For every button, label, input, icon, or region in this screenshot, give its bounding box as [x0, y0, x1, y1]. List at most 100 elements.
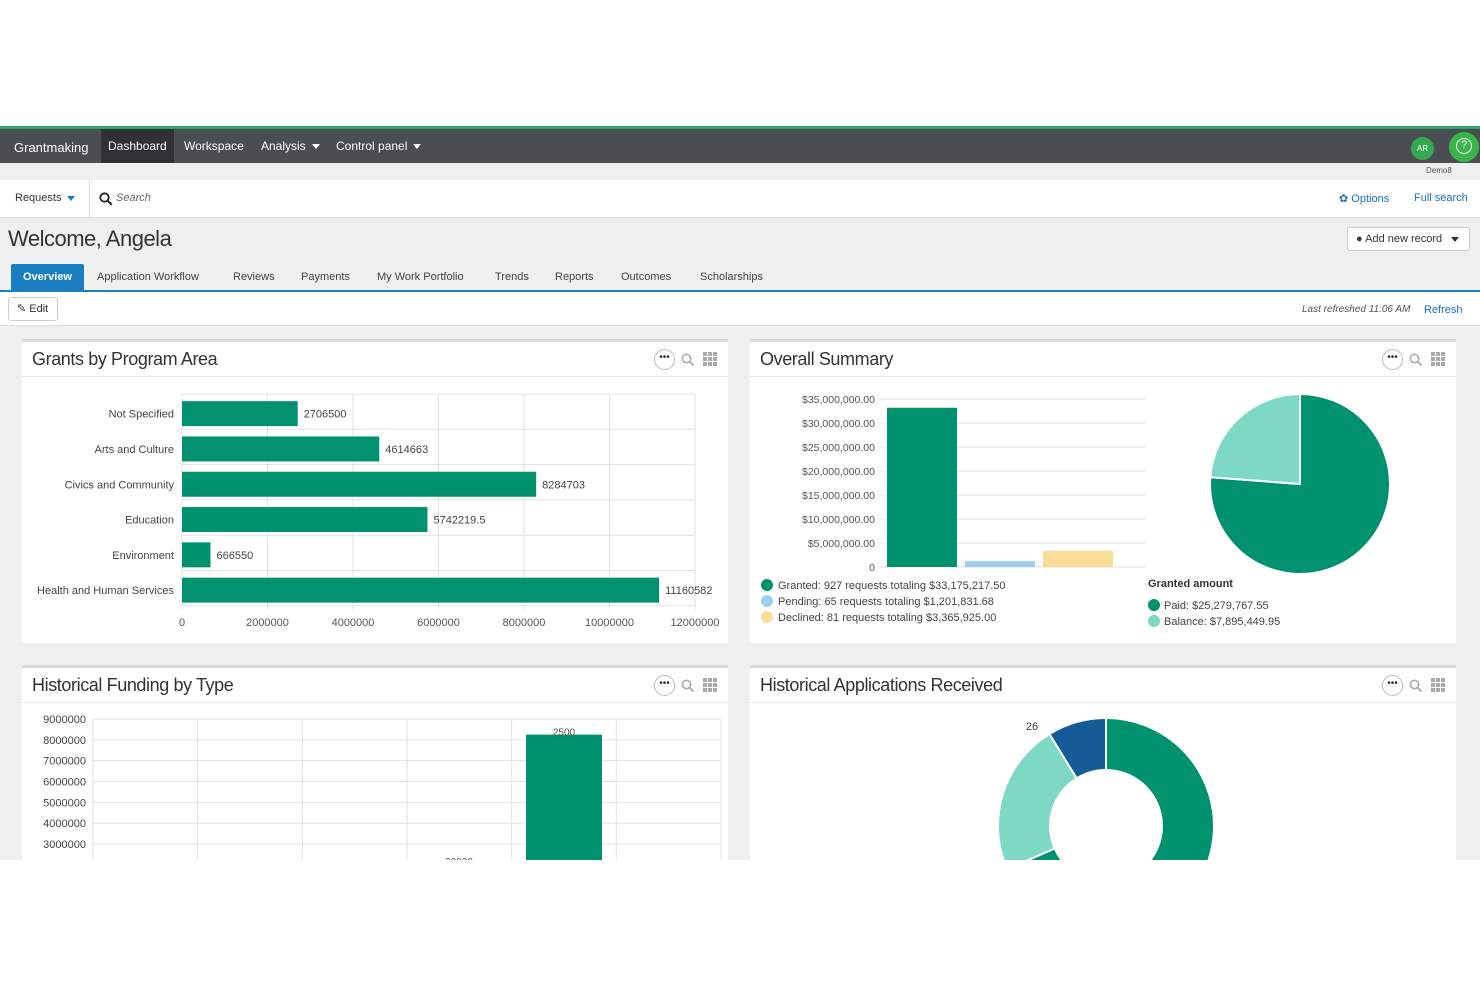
donut-slice [1025, 716, 1215, 860]
legend-label: Paid: $25,279,767.55 [1164, 600, 1269, 612]
zoom-icon[interactable] [1409, 353, 1423, 367]
chevron-down-icon [67, 195, 76, 201]
panel-overall-summary: Overall Summary ••• 0 $5,000,000.00 $10,00… [750, 339, 1456, 643]
tab-reports[interactable]: Reports [555, 271, 594, 283]
help-button[interactable]: ? [1449, 132, 1479, 162]
app-window: Grantmaking Dashboard Workspace Analysis… [0, 126, 1480, 860]
add-new-record-label: Add new record [1365, 233, 1443, 245]
y-tick-label: $35,000,000.00 [802, 394, 875, 406]
data-label: 11160582 [665, 585, 712, 597]
brand-label[interactable]: Grantmaking [14, 140, 89, 155]
pie-slice [1209, 392, 1301, 486]
nav-analysis[interactable]: Analysis [254, 129, 327, 163]
x-tick-label: 4000000 [332, 617, 375, 629]
panel-title: Historical Funding by Type [32, 675, 234, 695]
search-input[interactable]: Search [116, 192, 151, 204]
panel-historical-funding-by-type: Historical Funding by Type ••• 3000000 40… [22, 665, 728, 860]
data-label: 26 [1026, 721, 1038, 733]
y-tick-label: 8000000 [43, 735, 86, 747]
dashboard-toolbar: ✎ Edit Last refreshed 11:06 AM Refresh [0, 292, 1480, 326]
top-navigation-bar: Grantmaking Dashboard Workspace Analysis… [0, 126, 1480, 163]
tab-scholarships[interactable]: Scholarships [700, 271, 763, 283]
y-tick-label: $10,000,000.00 [802, 514, 875, 526]
chevron-down-icon [413, 144, 422, 150]
y-category-label: Not Specified [109, 409, 174, 421]
add-new-record-button[interactable]: ● Add new record [1347, 227, 1470, 251]
panel-historical-applications-received: Historical Applications Received ••• 26 [750, 665, 1456, 860]
bar [887, 407, 957, 567]
data-label: 30000 [445, 857, 473, 860]
grants-bar-chart: 0 2000000 4000000 6000000 8000000 10000000 120… [37, 393, 720, 629]
page-title: Welcome, Angela [8, 226, 172, 251]
bar [182, 542, 211, 568]
zoom-icon[interactable] [681, 679, 695, 693]
bar [182, 401, 298, 427]
historical-applications-donut: 26 [997, 716, 1215, 860]
y-tick-label: 4000000 [43, 818, 86, 830]
tab-outcomes[interactable]: Outcomes [621, 271, 672, 283]
legend-swatch [1148, 615, 1160, 627]
grid-icon[interactable] [703, 352, 717, 366]
grid-icon[interactable] [1431, 678, 1445, 692]
tab-application-workflow[interactable]: Application Workflow [97, 271, 199, 283]
y-tick-label: 5000000 [43, 797, 86, 809]
tab-trends[interactable]: Trends [495, 271, 529, 283]
edit-button[interactable]: ✎ Edit [8, 297, 58, 321]
more-options-icon[interactable]: ••• [654, 675, 675, 696]
y-tick-label: $30,000,000.00 [802, 418, 875, 430]
divider [89, 180, 90, 218]
gear-icon: ✿ [1339, 193, 1349, 205]
nav-dashboard[interactable]: Dashboard [101, 129, 174, 163]
legend-label: Pending: 65 requests totaling $1,201,831… [778, 596, 994, 608]
more-options-icon[interactable]: ••• [654, 349, 675, 370]
tab-reviews[interactable]: Reviews [233, 271, 275, 283]
search-scope-dropdown[interactable]: Requests [15, 192, 76, 204]
bar [526, 734, 602, 860]
data-label: 2500 [553, 728, 576, 739]
tab-payments[interactable]: Payments [301, 271, 350, 283]
x-tick-label: 0 [179, 617, 185, 629]
panel-title: Grants by Program Area [32, 349, 218, 369]
data-label: 8284703 [542, 479, 585, 491]
options-link[interactable]: ✿ Options [1339, 192, 1389, 205]
historical-funding-chart: 3000000 4000000 5000000 6000000 7000000 80000… [43, 714, 722, 860]
legend-swatch [761, 611, 773, 623]
chevron-down-icon [311, 144, 320, 150]
panel-title: Historical Applications Received [760, 675, 1003, 695]
nav-control-panel[interactable]: Control panel [329, 129, 428, 163]
search-bar: Requests Search ✿ Options Full search [0, 180, 1480, 218]
y-tick-label: $15,000,000.00 [802, 490, 875, 502]
data-label: 2706500 [304, 409, 347, 421]
tab-my-work-portfolio[interactable]: My Work Portfolio [377, 271, 464, 283]
x-tick-label: 6000000 [417, 617, 460, 629]
search-icon[interactable] [99, 192, 113, 206]
tab-overview[interactable]: Overview [11, 264, 84, 292]
help-icon: ? [1456, 138, 1472, 154]
x-tick-label: 12000000 [671, 617, 720, 629]
refresh-link[interactable]: Refresh [1424, 304, 1463, 316]
data-label: 4614663 [385, 444, 428, 456]
legend-swatch [761, 579, 773, 591]
pencil-icon: ✎ [17, 303, 27, 315]
panel-grants-by-program-area: Grants by Program Area ••• 0 2000000 40000… [22, 339, 728, 643]
nav-workspace[interactable]: Workspace [184, 139, 244, 153]
divider [22, 376, 728, 377]
more-options-icon[interactable]: ••• [1382, 675, 1403, 696]
y-tick-label: $5,000,000.00 [808, 538, 875, 550]
y-tick-label: 9000000 [43, 714, 86, 726]
grid-icon[interactable] [1431, 352, 1445, 366]
more-options-icon[interactable]: ••• [1382, 349, 1403, 370]
plus-circle-icon: ● [1356, 233, 1363, 245]
avatar[interactable]: AR [1411, 137, 1434, 160]
zoom-icon[interactable] [1409, 679, 1423, 693]
bar [182, 507, 428, 533]
grid-icon[interactable] [703, 678, 717, 692]
x-tick-label: 10000000 [585, 617, 634, 629]
divider [750, 702, 1456, 703]
zoom-icon[interactable] [681, 353, 695, 367]
y-tick-label: $25,000,000.00 [802, 442, 875, 454]
legend-label: Balance: $7,895,449.95 [1164, 616, 1280, 628]
full-search-link[interactable]: Full search [1414, 192, 1468, 204]
edit-label: Edit [29, 303, 49, 315]
y-category-label: Health and Human Services [37, 585, 174, 597]
